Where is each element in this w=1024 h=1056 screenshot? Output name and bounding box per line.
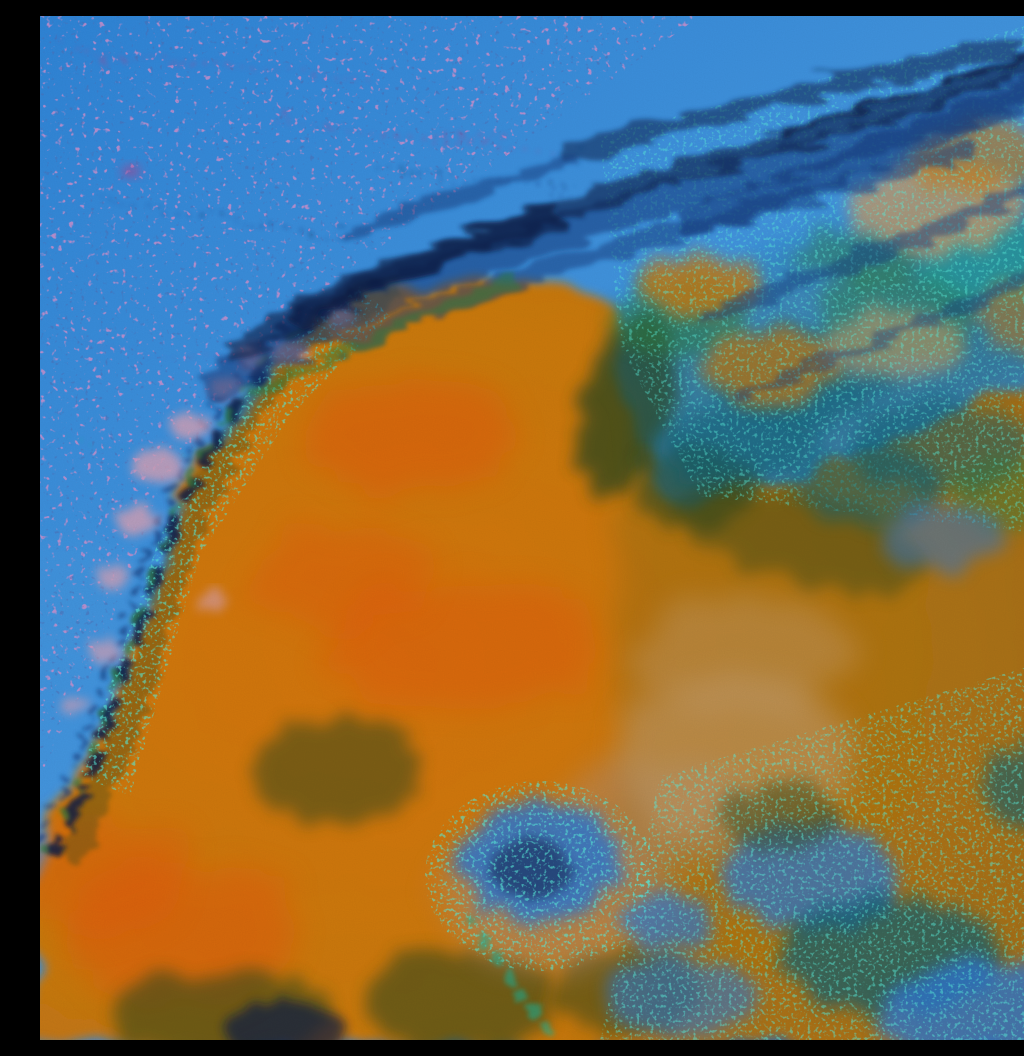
grain-overlay bbox=[40, 16, 1024, 1040]
satellite-image bbox=[40, 16, 1024, 1040]
satellite-canvas bbox=[40, 16, 1024, 1040]
